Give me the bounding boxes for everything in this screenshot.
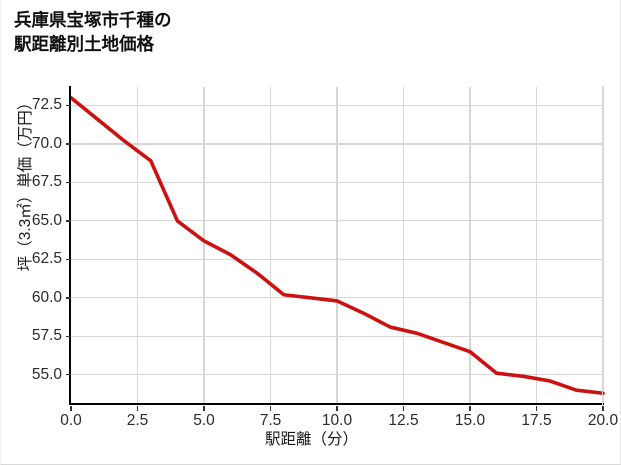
y-tick-label: 65.0 [31, 211, 62, 229]
tick-mark-y-67.5 [66, 181, 71, 184]
y-tick-label: 70.0 [31, 134, 62, 152]
y-axis-label: 坪（3.3㎡）単価（万円） [17, 94, 34, 272]
plot-spine-top [71, 86, 603, 88]
gridline-x-15.0 [469, 87, 471, 404]
x-tick-label: 7.5 [259, 412, 282, 429]
y-tick-label: 57.5 [31, 327, 62, 345]
y-tick-label: 67.5 [31, 173, 62, 191]
gridline-x-17.5 [535, 87, 538, 404]
x-axis-label: 駅距離（分） [264, 431, 358, 448]
tick-mark-x-15.0 [469, 406, 471, 411]
plot-spine-right [602, 86, 604, 405]
chart-title: 兵庫県宝塚市千種の 駅距離別土地価格 [14, 10, 172, 54]
tick-mark-x-10.0 [336, 406, 338, 411]
tick-mark-y-70.0 [66, 143, 71, 145]
gridline-x-10.0 [336, 87, 338, 404]
tick-mark-y-65.0 [66, 220, 71, 222]
plot-spine-left [69, 86, 72, 405]
y-tick-label: 55.0 [31, 365, 62, 383]
x-tick-label: 12.5 [388, 412, 419, 429]
x-tick-label: 15.0 [454, 412, 486, 429]
x-tick-label: 2.5 [126, 412, 149, 429]
tick-mark-x-5.0 [203, 406, 205, 411]
tick-mark-y-72.5 [66, 104, 71, 107]
tick-mark-y-62.5 [66, 258, 71, 261]
tick-mark-x-0.0 [70, 406, 72, 411]
y-tick-label: 72.5 [31, 96, 62, 114]
plot-area [69, 87, 605, 404]
gridline-x-5.0 [203, 87, 205, 404]
land-price-line [69, 95, 605, 396]
line-series-svg [69, 95, 605, 396]
gridline-x-2.5 [136, 87, 139, 404]
tick-mark-y-57.5 [66, 335, 71, 337]
x-tick-label: 10.0 [321, 412, 353, 429]
x-tick-label: 20.0 [587, 412, 619, 429]
x-tick-label: 0.0 [60, 412, 82, 429]
y-tick-label: 60.0 [31, 288, 62, 306]
plot-spine-bottom [69, 403, 604, 406]
tick-mark-x-17.5 [535, 406, 538, 411]
y-tick-label: 62.5 [31, 250, 62, 268]
tick-mark-x-2.5 [136, 406, 139, 411]
tick-mark-y-60.0 [66, 297, 71, 299]
tick-mark-y-55.0 [66, 374, 71, 376]
gridline-x-12.5 [402, 87, 405, 404]
x-tick-label: 5.0 [193, 412, 215, 429]
tick-mark-x-12.5 [402, 406, 405, 411]
x-tick-label: 17.5 [521, 412, 552, 429]
tick-mark-x-20.0 [602, 406, 604, 411]
gridline-x-7.5 [269, 87, 272, 404]
tick-mark-x-7.5 [269, 406, 272, 411]
